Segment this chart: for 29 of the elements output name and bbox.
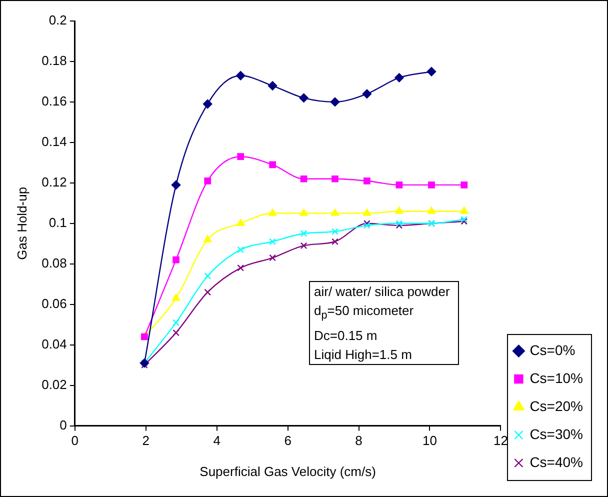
y-tick-label: 0.02 [42, 376, 67, 392]
x-tick-label: 4 [213, 433, 220, 448]
annotation: Dc=0.15 m [314, 326, 378, 345]
legend-label: Cs=20% [530, 398, 584, 414]
annotation: Liqid High=1.5 m [314, 346, 413, 364]
legend-label: Cs=30% [530, 426, 584, 442]
x-tick-label: 8 [355, 433, 362, 448]
legend-label: Cs=10% [530, 370, 584, 386]
x-tick-label: 0 [71, 433, 79, 448]
y-tick-label: 0.08 [42, 255, 67, 270]
y-tick-label: 0.2 [48, 12, 67, 28]
annotation: air/ water/ silica powder [314, 283, 451, 301]
legend-label: Cs=40% [530, 454, 584, 470]
x-tick-label: 2 [142, 433, 150, 448]
y-tick-label: 0.06 [42, 296, 67, 311]
legend-label: Cs=0% [530, 342, 576, 358]
x-axis-title: Superficial Gas Velocity (cm/s) [200, 464, 376, 479]
y-tick-label: 0.12 [42, 174, 67, 190]
y-tick-label: 0.16 [42, 94, 67, 109]
x-tick-label: 10 [422, 433, 437, 448]
x-tick-label: 6 [284, 433, 292, 448]
y-tick-label: 0.04 [42, 336, 67, 352]
y-tick-label: 0.1 [48, 214, 67, 230]
y-axis-title: Gas Hold-up [14, 186, 30, 260]
annotation: d$_{p}$=50 micometer [314, 302, 415, 324]
y-tick-label: 0.14 [42, 134, 67, 150]
y-tick-label: 0 [60, 417, 67, 432]
x-tick-label: 12 [493, 433, 508, 448]
y-tick-label: 0.18 [42, 53, 67, 68]
